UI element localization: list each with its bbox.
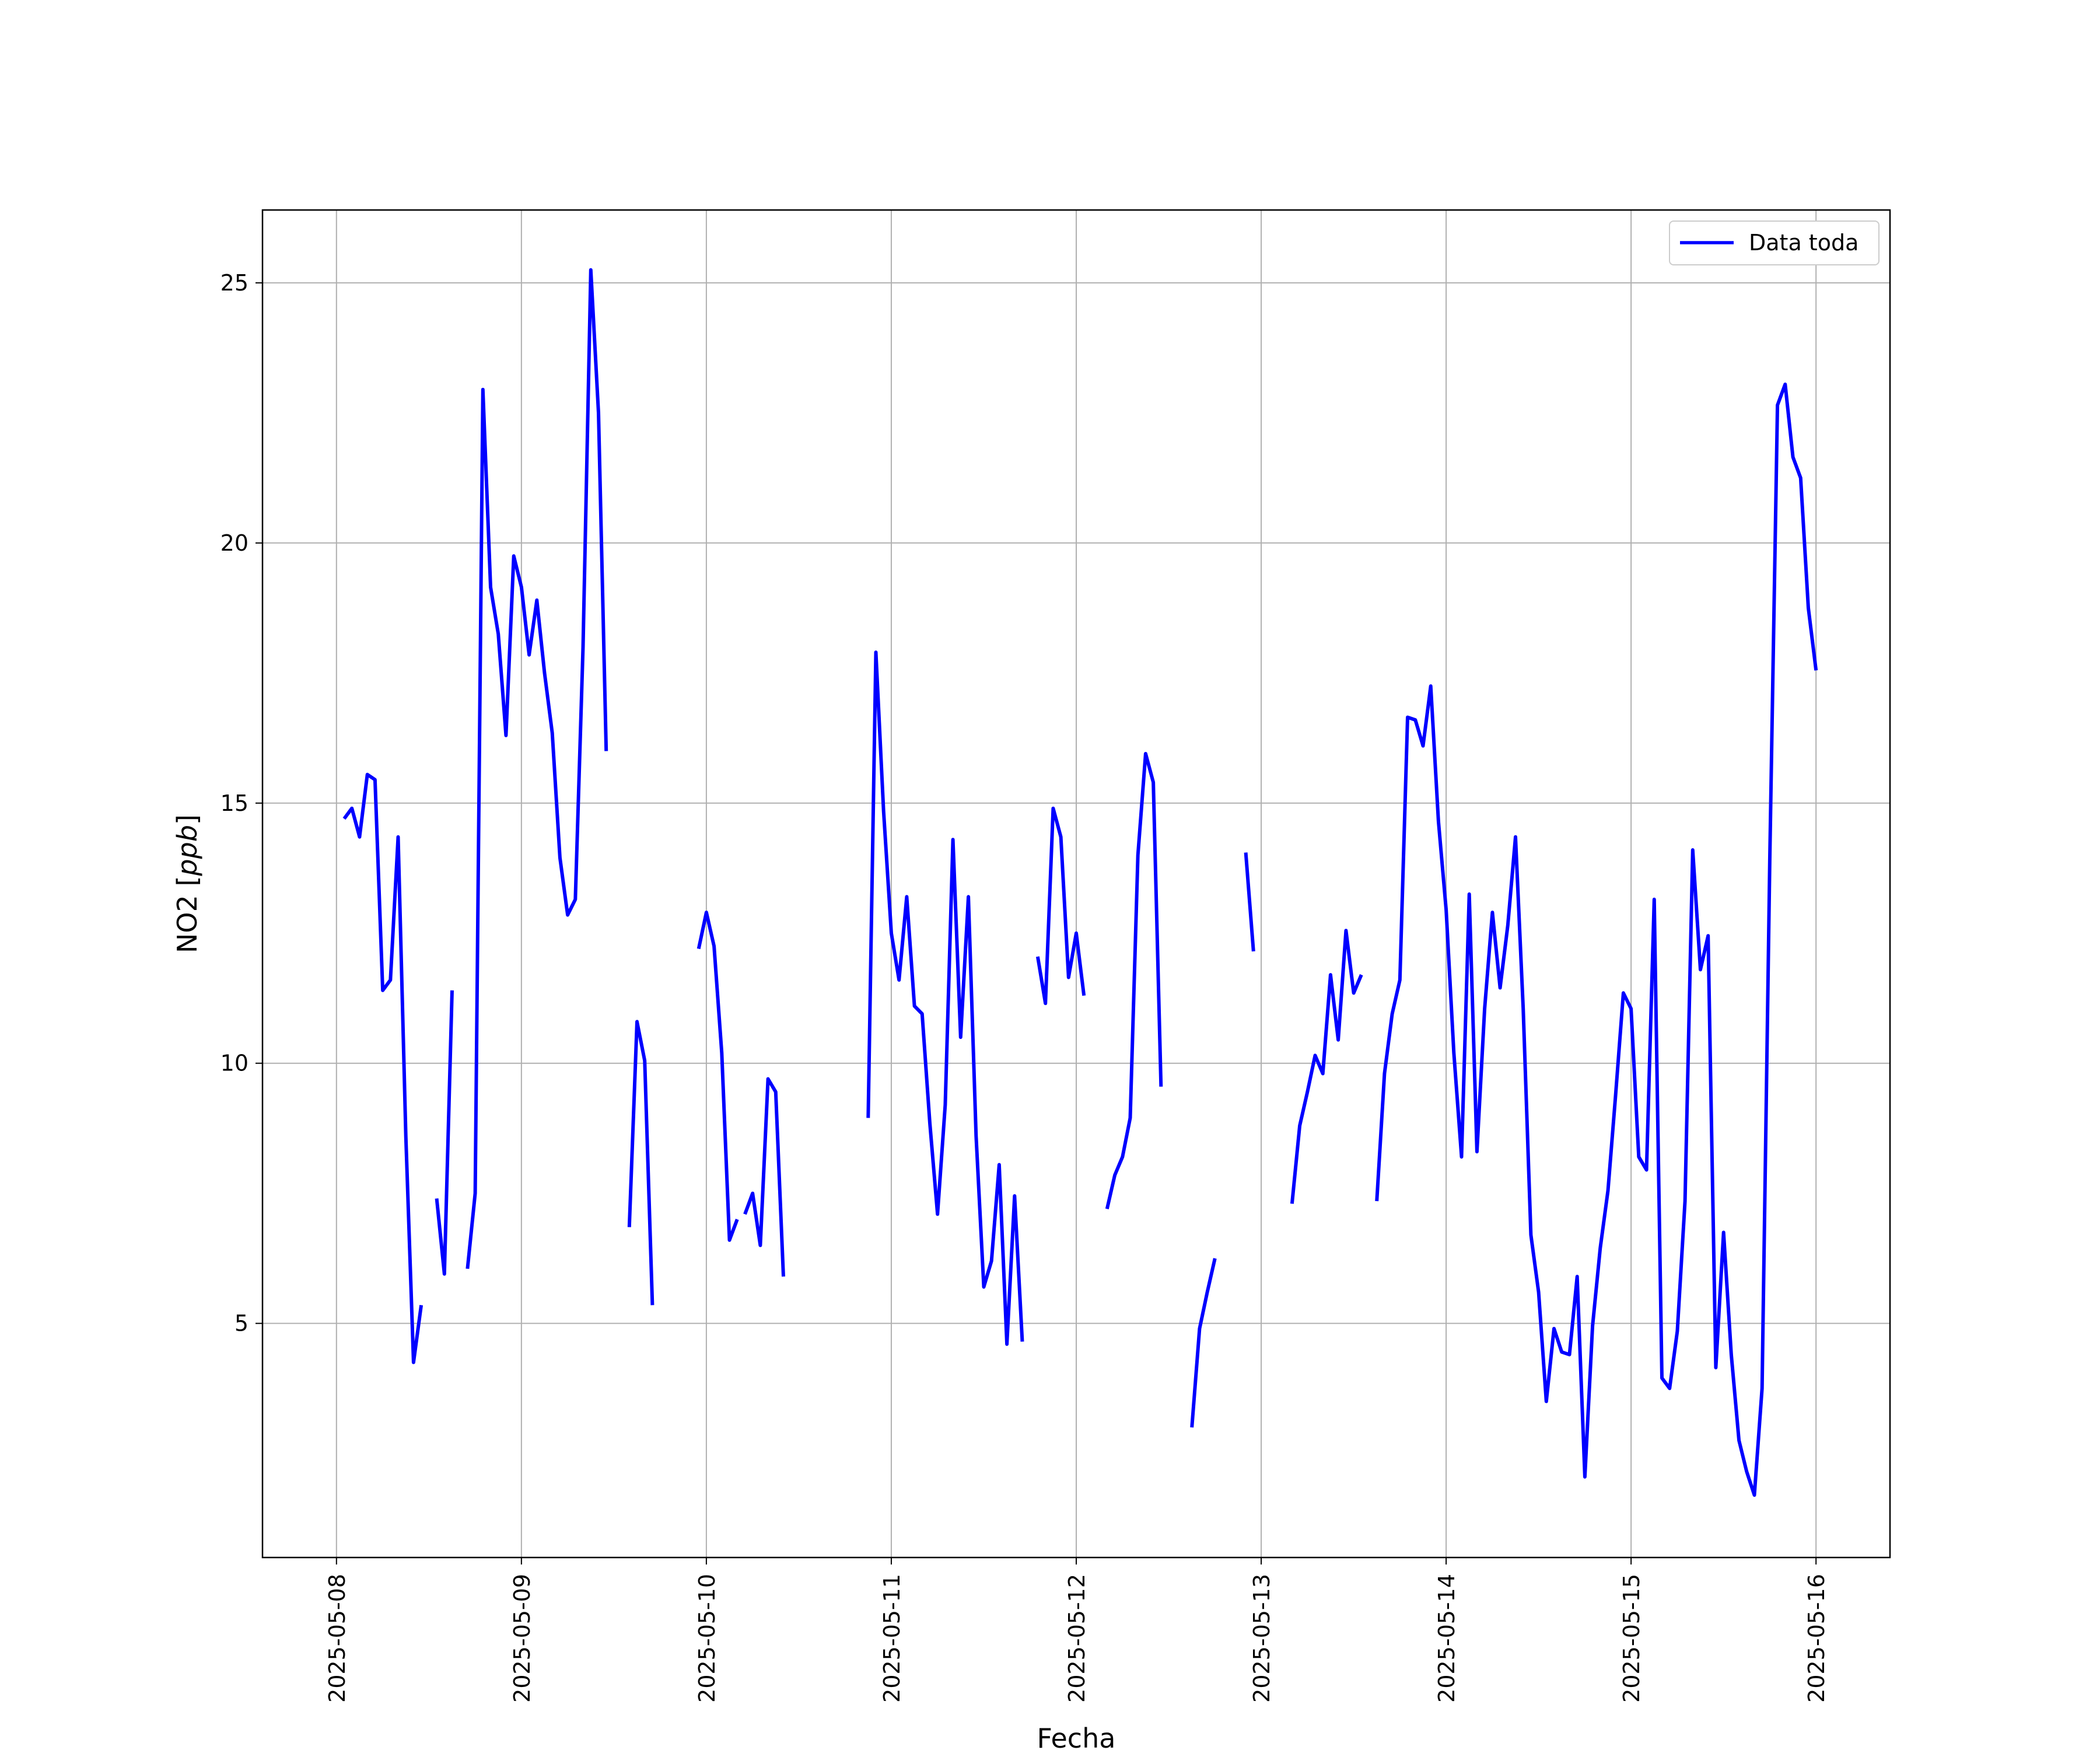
series-line-segment bbox=[1290, 929, 1363, 1204]
x-tick-label: 2025-05-08 bbox=[324, 1574, 350, 1703]
y-axis-title-main: NO2 [ bbox=[172, 876, 203, 953]
x-tick-label: 2025-05-13 bbox=[1249, 1574, 1275, 1703]
y-axis-title: NO2 [ppb] bbox=[172, 814, 203, 953]
x-tick-label: 2025-05-15 bbox=[1619, 1574, 1644, 1703]
x-tick-label: 2025-05-14 bbox=[1434, 1574, 1460, 1703]
series-line-segment bbox=[1190, 1258, 1217, 1428]
series-line-segment bbox=[743, 1077, 785, 1277]
series-line-segment bbox=[466, 268, 608, 1269]
y-tick-label: 15 bbox=[220, 790, 249, 816]
x-tick-label: 2025-05-11 bbox=[879, 1574, 905, 1703]
series-data-toda bbox=[342, 268, 1818, 1497]
y-axis-title-close: ] bbox=[172, 814, 203, 825]
series-line-segment bbox=[1244, 852, 1255, 952]
series-line-segment bbox=[696, 911, 739, 1242]
series-line-segment bbox=[435, 990, 454, 1276]
x-axis-title: Fecha bbox=[1037, 1723, 1116, 1750]
legend-label: Data toda bbox=[1749, 230, 1859, 256]
y-tick-label: 20 bbox=[220, 530, 249, 556]
series-line-segment bbox=[1105, 752, 1163, 1210]
legend-box bbox=[1669, 220, 1880, 265]
x-tick-label: 2025-05-10 bbox=[694, 1574, 720, 1703]
x-axis: 2025-05-08 2025-05-09 2025-05-10 2025-05-11… bbox=[324, 1558, 1829, 1703]
x-tick-label: 2025-05-12 bbox=[1064, 1574, 1090, 1703]
x-tick-label: 2025-05-16 bbox=[1804, 1574, 1829, 1703]
y-tick-label: 10 bbox=[220, 1051, 249, 1076]
series-line-segment bbox=[627, 1020, 654, 1306]
y-tick-label: 5 bbox=[235, 1311, 249, 1336]
y-axis-title-unit: ppb bbox=[172, 825, 203, 877]
series-line-segment bbox=[1375, 382, 1818, 1497]
series-line-segment bbox=[866, 650, 1024, 1346]
y-axis: 5 10 15 20 25 bbox=[220, 270, 262, 1336]
series-line-segment bbox=[342, 772, 424, 1364]
x-tick-label: 2025-05-09 bbox=[509, 1574, 535, 1703]
series-line-segment bbox=[1035, 806, 1086, 1006]
y-tick-label: 25 bbox=[220, 270, 249, 296]
legend: Data toda bbox=[1669, 220, 1880, 265]
